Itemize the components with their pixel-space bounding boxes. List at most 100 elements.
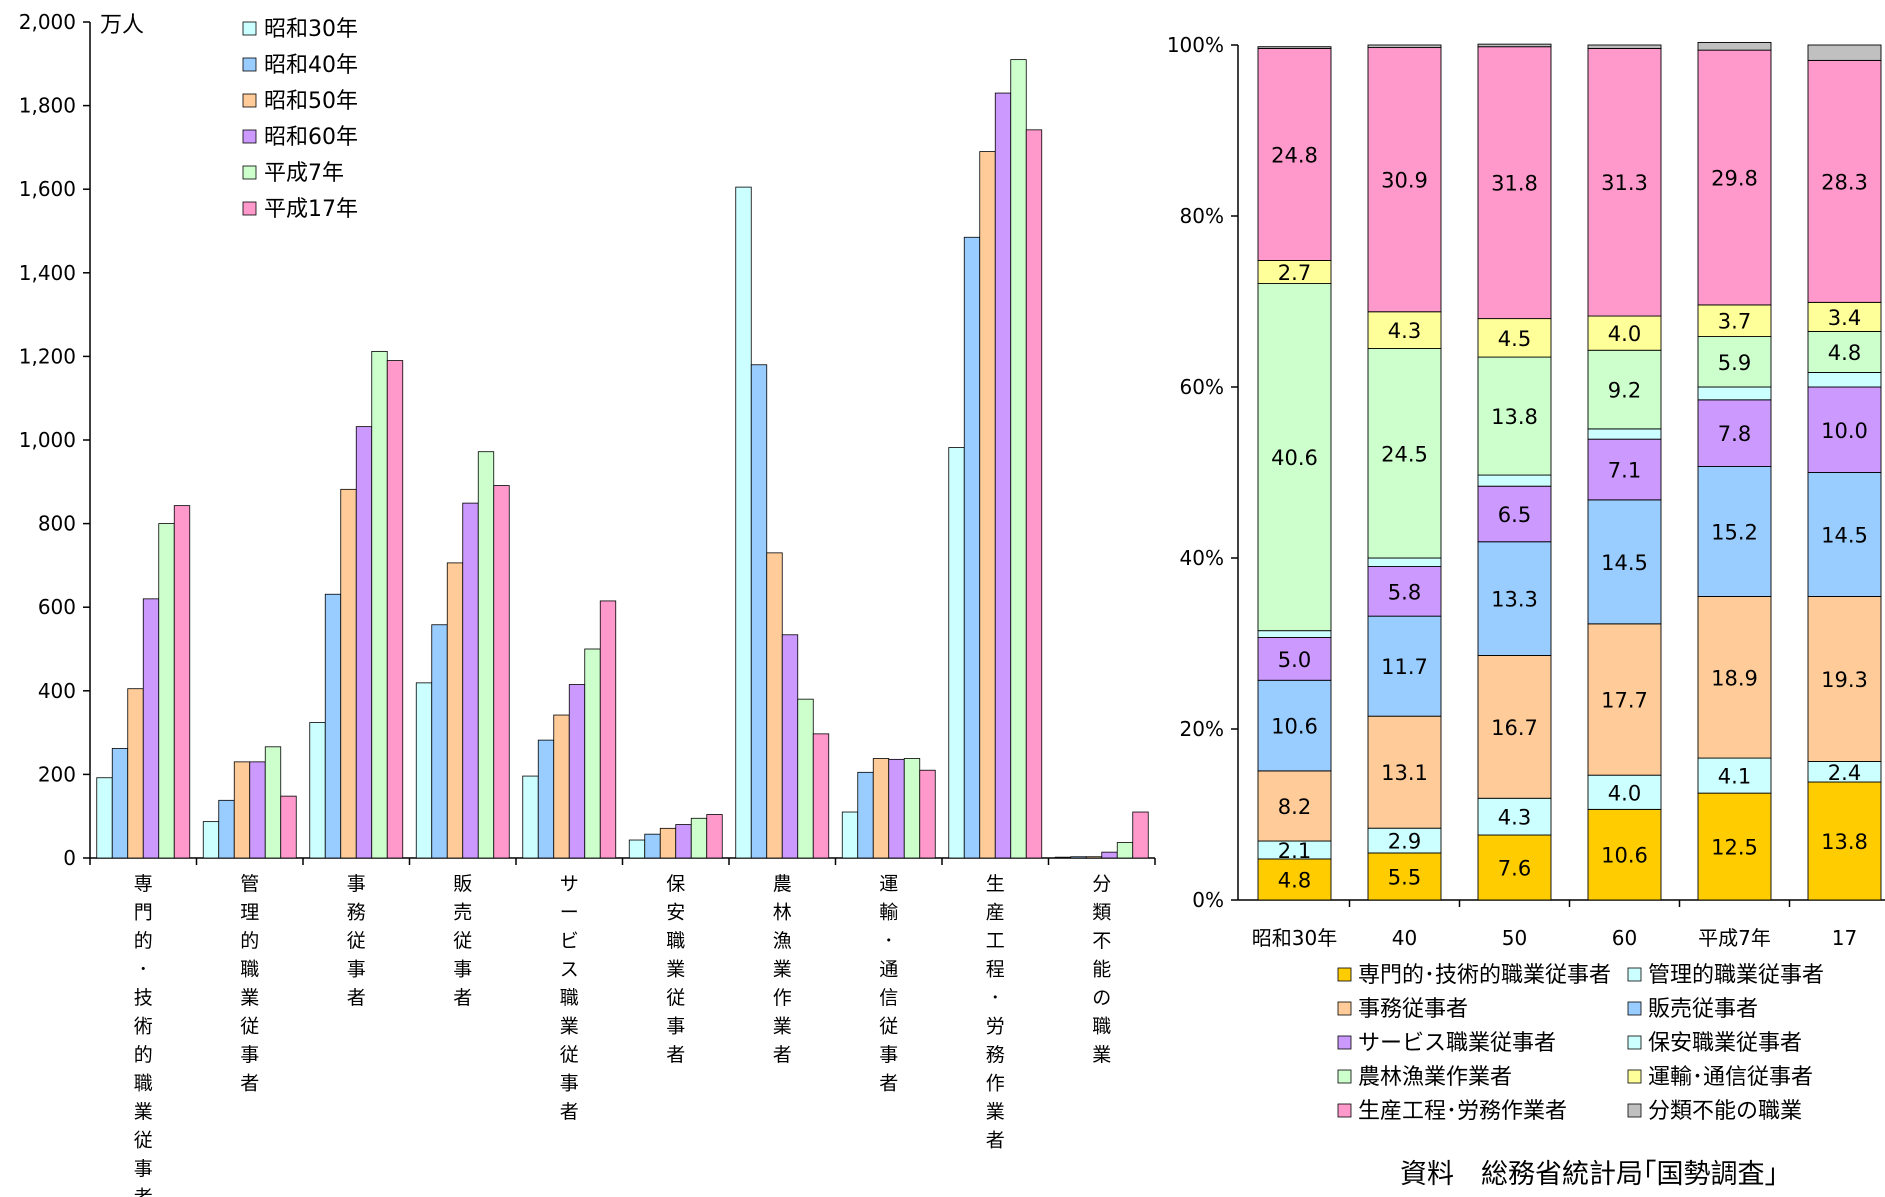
legend-swatch: [1627, 1069, 1642, 1084]
data-label: 5.0: [1278, 648, 1311, 672]
bar: [750, 364, 768, 859]
bar: [797, 698, 814, 859]
bar: [202, 821, 220, 859]
stacked-segment: [1697, 41, 1772, 51]
category-label-char: ビ: [560, 930, 579, 952]
category-label-char: 保: [666, 873, 685, 895]
category-label-char: 者: [560, 1101, 579, 1123]
bar: [218, 799, 235, 859]
category-label: 運輸 ･ 通信従事者: [879, 873, 898, 1095]
stacked-segment: [1477, 43, 1552, 48]
stacked-segment: [1367, 615, 1442, 717]
left-y-tick-label: 2,000: [19, 10, 76, 34]
data-label: 2.9: [1388, 830, 1421, 854]
stacked-segment: [1257, 770, 1332, 842]
category-label-char: 事: [453, 959, 472, 981]
bar: [477, 451, 495, 859]
category-label-char: 事: [560, 1073, 579, 1095]
stacked-segment: [1367, 348, 1442, 559]
bar: [233, 761, 251, 859]
category-label-char: 工: [986, 930, 1005, 952]
stacked-segment: [1697, 49, 1772, 306]
data-label: 13.3: [1491, 588, 1538, 612]
legend-swatch: [1627, 1001, 1642, 1016]
legend-label: 昭和50年: [264, 89, 358, 114]
stacked-segment: [1257, 679, 1332, 772]
bar: [280, 795, 297, 859]
category-label-char: 産: [986, 902, 1005, 924]
data-label: 4.8: [1828, 341, 1861, 365]
bar: [415, 682, 433, 859]
bar: [584, 648, 601, 859]
category-label-char: 事: [347, 959, 366, 981]
data-label: 2.7: [1278, 261, 1311, 285]
category-label-char: サ: [560, 873, 579, 895]
category-label-char: 安: [666, 902, 685, 924]
stacked-segment: [1697, 304, 1772, 338]
category-label-char: 従: [347, 930, 366, 952]
category-label-char: 従: [240, 1016, 259, 1038]
bar: [1101, 851, 1118, 859]
legend-swatch: [1627, 1103, 1642, 1118]
category-label-char: 者: [986, 1130, 1005, 1152]
bar: [628, 839, 646, 859]
data-label: 4.3: [1498, 806, 1531, 830]
data-label: 7.1: [1608, 459, 1641, 483]
legend-label: 昭和30年: [264, 17, 358, 42]
bar: [462, 502, 479, 859]
data-label: 11.7: [1381, 655, 1428, 679]
category-label-char: 務: [986, 1044, 1005, 1066]
data-label: 7.8: [1718, 422, 1751, 446]
bar: [659, 827, 677, 859]
category-label-char: ス: [560, 959, 579, 981]
category-label-char: 的: [240, 930, 259, 952]
category-label-char: 事: [879, 1044, 898, 1066]
data-label: 4.0: [1608, 322, 1641, 346]
category-label-char: ･: [138, 959, 148, 981]
stacked-segment: [1697, 792, 1772, 901]
data-label: 8.2: [1278, 795, 1311, 819]
legend-label: 昭和40年: [264, 53, 358, 78]
category-label-char: 能: [1092, 959, 1111, 981]
right-category-label: 50: [1502, 926, 1527, 950]
category-label-char: 業: [134, 1101, 153, 1123]
stacked-segment: [1477, 485, 1552, 543]
left-y-tick-label: 1,800: [19, 94, 76, 118]
data-label: 16.7: [1491, 716, 1538, 740]
category-label-char: 業: [666, 959, 685, 981]
bar: [340, 488, 357, 859]
category-label: 農林漁業作業者: [773, 873, 792, 1066]
right-stacked-chart: 0% 20% 40% 60% 80% 100% 4.8 2.1 8.2 10.6 5.0 40.6 2.…: [1167, 33, 1885, 1124]
bar: [324, 593, 342, 859]
bar: [994, 92, 1012, 859]
category-label-char: 専: [134, 873, 153, 895]
category-label-char: 業: [240, 987, 259, 1009]
category-label-char: ･: [990, 987, 1000, 1009]
stacked-segment: [1807, 386, 1882, 473]
category-label-char: 職: [666, 930, 685, 952]
data-label: 10.0: [1821, 419, 1868, 443]
stacked-segment: [1807, 59, 1882, 303]
category-label-char: 売: [453, 902, 472, 924]
bar: [127, 688, 144, 859]
bar: [903, 758, 921, 859]
data-label: 3.4: [1828, 306, 1861, 330]
data-label: 4.5: [1498, 327, 1531, 351]
stacked-segment: [1587, 44, 1662, 49]
bar: [493, 485, 510, 859]
category-label-char: 者: [666, 1044, 685, 1066]
legend-swatch: [242, 165, 257, 180]
right-y-tick-label: 40%: [1180, 546, 1224, 570]
right-y-tick-label: 80%: [1180, 204, 1224, 228]
data-label: 10.6: [1271, 715, 1318, 739]
legend-label: 販売従事者: [1648, 997, 1758, 1022]
bar: [979, 151, 996, 859]
right-category-label: 17: [1832, 926, 1857, 950]
category-label-char: 従: [560, 1044, 579, 1066]
bar: [158, 523, 175, 859]
right-category-label: 40: [1392, 926, 1417, 950]
category-label-char: 作: [986, 1073, 1005, 1095]
bar: [142, 598, 160, 859]
category-label-char: 通: [879, 959, 898, 981]
category-label-char: 輸: [879, 902, 898, 924]
